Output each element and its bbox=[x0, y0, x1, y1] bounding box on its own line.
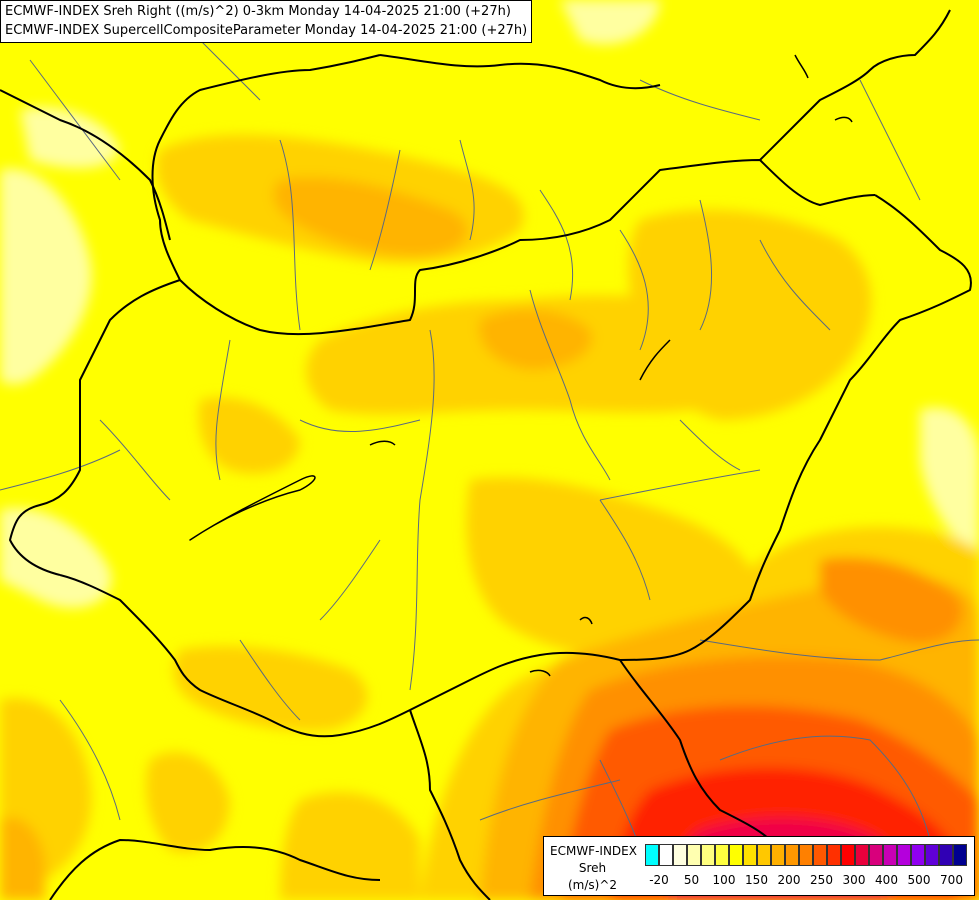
mid-zone-transdanubia bbox=[198, 397, 300, 474]
legend-swatch bbox=[869, 844, 883, 866]
legend-tick-label: 250 bbox=[810, 873, 833, 887]
legend-tick-label: 400 bbox=[875, 873, 898, 887]
legend-tick-label: 150 bbox=[745, 873, 768, 887]
region-boundaries bbox=[0, 39, 979, 881]
low-zone-west bbox=[0, 168, 92, 385]
legend-swatch bbox=[841, 844, 855, 866]
legend-swatch bbox=[911, 844, 925, 866]
legend-swatch bbox=[729, 844, 743, 866]
legend-swatch bbox=[771, 844, 785, 866]
legend-tick-label: 500 bbox=[907, 873, 931, 887]
legend-tick-labels: -20 50 100 150 200 250 300 400 500 700 bbox=[645, 873, 975, 889]
legend-tick-label: 200 bbox=[777, 873, 801, 887]
legend-swatch bbox=[799, 844, 813, 866]
legend-swatch bbox=[925, 844, 939, 866]
legend-tick-label: 50 bbox=[683, 873, 700, 887]
legend-parameter: Sreh bbox=[578, 861, 607, 875]
legend-tick-label: 700 bbox=[940, 873, 963, 887]
legend-swatch bbox=[827, 844, 841, 866]
title-line-scp: ECMWF-INDEX SupercellCompositeParameter … bbox=[5, 23, 528, 38]
low-zone-northeast bbox=[560, 0, 660, 45]
high-zone-central bbox=[479, 309, 592, 370]
legend-box: ECMWF-INDEX Sreh (m/s)^2 -20 50 100 150 200 2… bbox=[543, 836, 975, 896]
mid-zone-serbia bbox=[280, 792, 420, 900]
legend-swatch bbox=[715, 844, 729, 866]
legend-swatch bbox=[659, 844, 673, 866]
legend-swatch bbox=[855, 844, 869, 866]
legend-swatch bbox=[939, 844, 953, 866]
country-borders bbox=[0, 9, 972, 900]
legend-swatch bbox=[953, 844, 967, 866]
legend-swatch bbox=[757, 844, 771, 866]
higher-zone-romania bbox=[820, 557, 962, 643]
legend-swatch bbox=[687, 844, 701, 866]
legend-swatch bbox=[701, 844, 715, 866]
title-line-sreh: ECMWF-INDEX Sreh Right ((m/s)^2) 0-3km M… bbox=[5, 4, 511, 19]
legend-tick-label: -20 bbox=[649, 873, 669, 887]
legend-swatch bbox=[897, 844, 911, 866]
high-zone-slovakia bbox=[273, 177, 468, 256]
legend-tick-label: 300 bbox=[842, 873, 866, 887]
legend-tick-label: 100 bbox=[712, 873, 736, 887]
high-zone-bottomleft bbox=[0, 817, 45, 900]
legend-title: ECMWF-INDEX bbox=[550, 844, 637, 858]
legend-swatch bbox=[743, 844, 757, 866]
legend-swatch bbox=[883, 844, 897, 866]
mid-zone-croatia bbox=[146, 752, 230, 853]
map-title-box: ECMWF-INDEX Sreh Right ((m/s)^2) 0-3km M… bbox=[0, 0, 533, 43]
low-zone-north bbox=[20, 107, 120, 169]
low-zone-east bbox=[920, 407, 979, 560]
mid-zone-southwest bbox=[173, 646, 368, 731]
legend-color-scale bbox=[645, 844, 967, 866]
legend-swatch bbox=[785, 844, 799, 866]
legend-swatch bbox=[673, 844, 687, 866]
mid-zone-east bbox=[628, 209, 872, 420]
legend-swatch bbox=[813, 844, 827, 866]
legend-units: (m/s)^2 bbox=[567, 878, 618, 892]
legend-swatch bbox=[645, 844, 659, 866]
